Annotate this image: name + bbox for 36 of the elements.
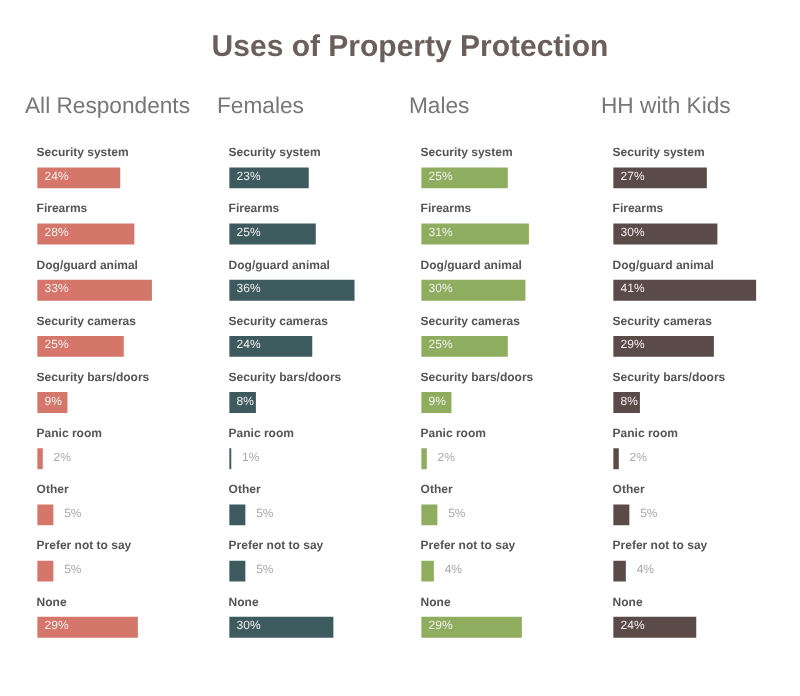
bar bbox=[611, 278, 758, 303]
bar bbox=[611, 615, 698, 640]
bar bbox=[419, 334, 510, 359]
bar bbox=[611, 165, 709, 190]
bar bbox=[35, 278, 154, 303]
bar bbox=[35, 559, 55, 584]
bar bbox=[419, 559, 436, 584]
bar bbox=[35, 502, 55, 527]
bar bbox=[227, 502, 247, 527]
chart-subtitle: All Respondents bbox=[25, 95, 191, 119]
bar bbox=[419, 222, 531, 247]
bar bbox=[419, 615, 524, 640]
bar bbox=[611, 222, 719, 247]
bar bbox=[611, 334, 716, 359]
bar bbox=[419, 278, 527, 303]
text: Uses of Property Protection bbox=[211, 28, 609, 68]
bar bbox=[419, 502, 439, 527]
bar bbox=[35, 334, 126, 359]
bar bbox=[227, 615, 335, 640]
chart-subtitle: Males bbox=[409, 95, 471, 119]
bar bbox=[611, 559, 628, 584]
bar bbox=[227, 278, 357, 303]
chart-subtitle: HH with Kids bbox=[601, 95, 732, 119]
bar bbox=[35, 165, 122, 190]
bar bbox=[35, 615, 140, 640]
bar bbox=[227, 334, 314, 359]
bar bbox=[419, 446, 429, 471]
bar bbox=[227, 222, 318, 247]
bar bbox=[227, 165, 311, 190]
bar bbox=[227, 559, 247, 584]
bar bbox=[35, 446, 45, 471]
chart-subtitle: Females bbox=[217, 95, 305, 119]
bar bbox=[419, 165, 510, 190]
bar bbox=[35, 222, 136, 247]
bar bbox=[611, 446, 621, 471]
bar bbox=[611, 502, 631, 527]
